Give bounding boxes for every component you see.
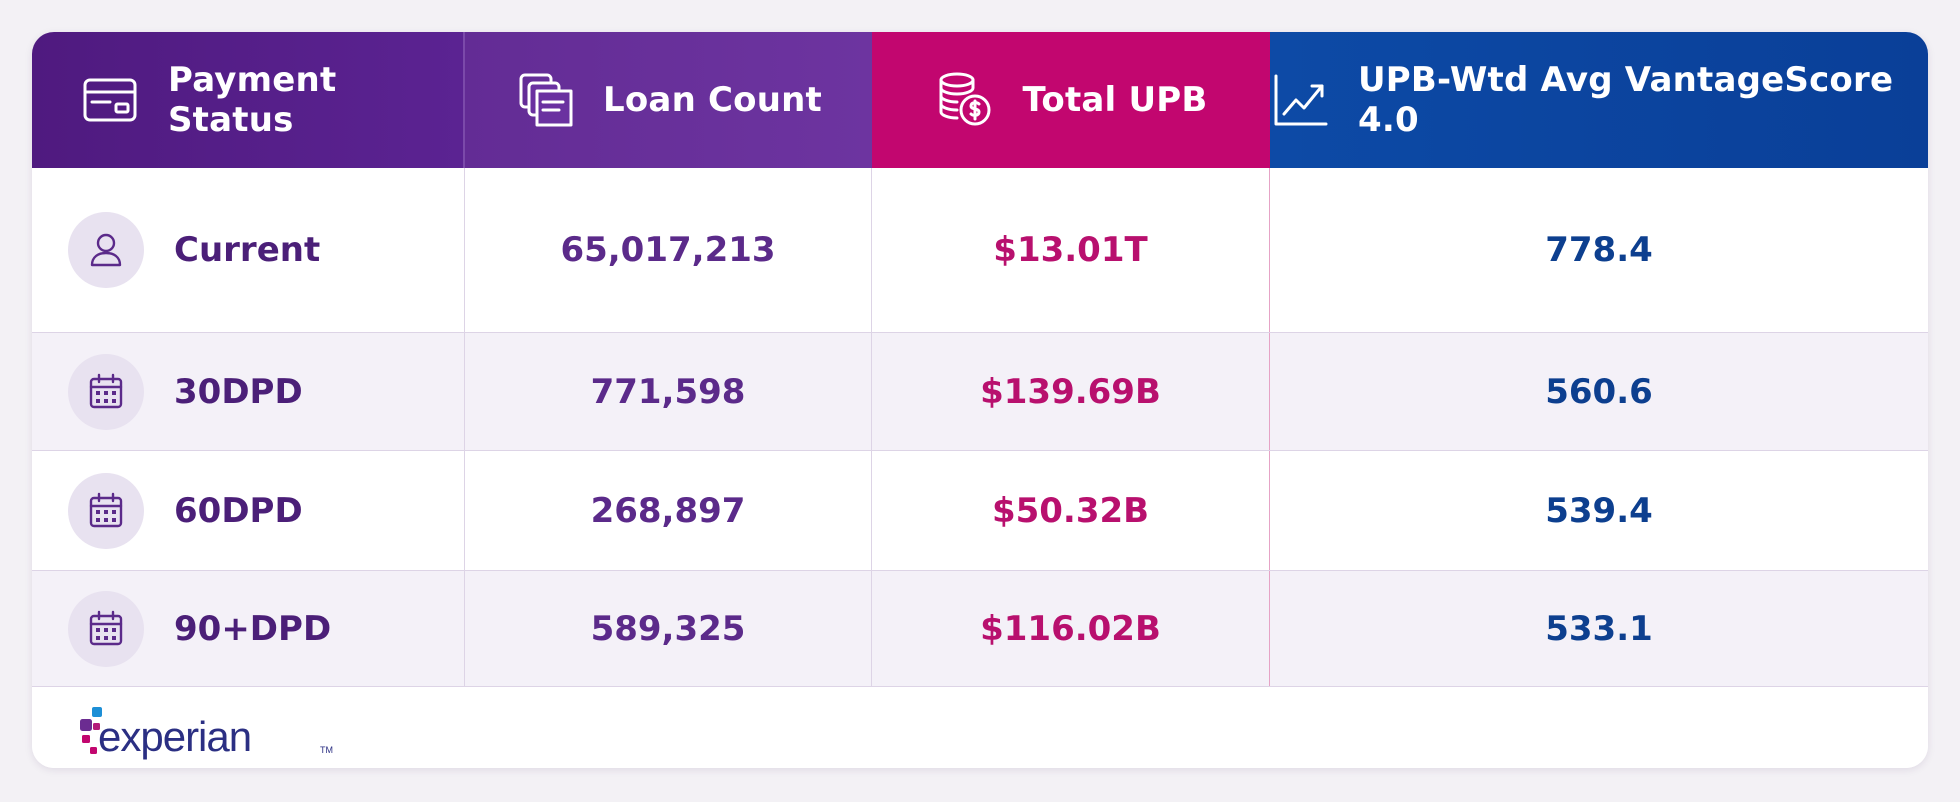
- loan-count-cell: 589,325: [465, 571, 872, 687]
- header-label: Payment Status: [168, 60, 337, 140]
- status-label: 90+DPD: [174, 609, 332, 649]
- status-label: Current: [174, 230, 321, 270]
- header-total-upb: Total UPB: [872, 32, 1270, 168]
- total-upb-cell: $116.02B: [872, 571, 1270, 687]
- table-row: 60DPD 268,897 $50.32B 539.4: [32, 450, 1928, 571]
- logo-dots-icon: [80, 707, 102, 754]
- logo-trademark: TM: [320, 745, 333, 755]
- total-upb-cell: $139.69B: [872, 333, 1270, 451]
- logo-wordmark: experian: [98, 713, 252, 760]
- table-row: 30DPD 771,598 $139.69B 560.6: [32, 332, 1928, 451]
- line-chart-icon: [1270, 70, 1330, 130]
- table-footer: experian TM: [32, 686, 1928, 768]
- total-upb-cell: $13.01T: [872, 168, 1270, 332]
- experian-logo: experian TM: [76, 707, 336, 768]
- person-icon: [68, 212, 144, 288]
- calendar-icon: [68, 354, 144, 430]
- status-cell: Current: [32, 168, 465, 332]
- vantage-cell: 560.6: [1545, 372, 1653, 412]
- coins-dollar-icon: [935, 70, 995, 130]
- vantage-cell: 539.4: [1545, 491, 1653, 531]
- documents-icon: [515, 70, 575, 130]
- card-icon: [80, 70, 140, 130]
- status-cell: 90+DPD: [32, 571, 465, 687]
- loan-count-cell: 268,897: [465, 451, 872, 571]
- header-label: Loan Count: [603, 80, 822, 120]
- header-label: UPB-Wtd Avg VantageScore 4.0: [1358, 60, 1894, 140]
- vantage-cell: 533.1: [1545, 609, 1653, 649]
- calendar-icon: [68, 473, 144, 549]
- loan-count-cell: 771,598: [465, 333, 872, 451]
- header-label: Total UPB: [1022, 80, 1208, 120]
- table-row: Current 65,017,213 $13.01T 778.4: [32, 168, 1928, 332]
- loan-count-cell: 65,017,213: [465, 168, 872, 332]
- header-vantage: UPB-Wtd Avg VantageScore 4.0: [1270, 32, 1928, 168]
- header-loan-count: Loan Count: [465, 32, 872, 168]
- status-label: 60DPD: [174, 491, 303, 531]
- table-card: Payment Status Loan Count: [32, 32, 1928, 768]
- status-cell: 30DPD: [32, 333, 465, 451]
- total-upb-cell: $50.32B: [872, 451, 1270, 571]
- status-label: 30DPD: [174, 372, 303, 412]
- calendar-icon: [68, 591, 144, 667]
- status-cell: 60DPD: [32, 451, 465, 571]
- header-payment-status: Payment Status: [32, 32, 465, 168]
- vantage-cell: 778.4: [1545, 230, 1653, 270]
- table-row: 90+DPD 589,325 $116.02B 533.1: [32, 570, 1928, 687]
- table-header: Payment Status Loan Count: [32, 32, 1928, 168]
